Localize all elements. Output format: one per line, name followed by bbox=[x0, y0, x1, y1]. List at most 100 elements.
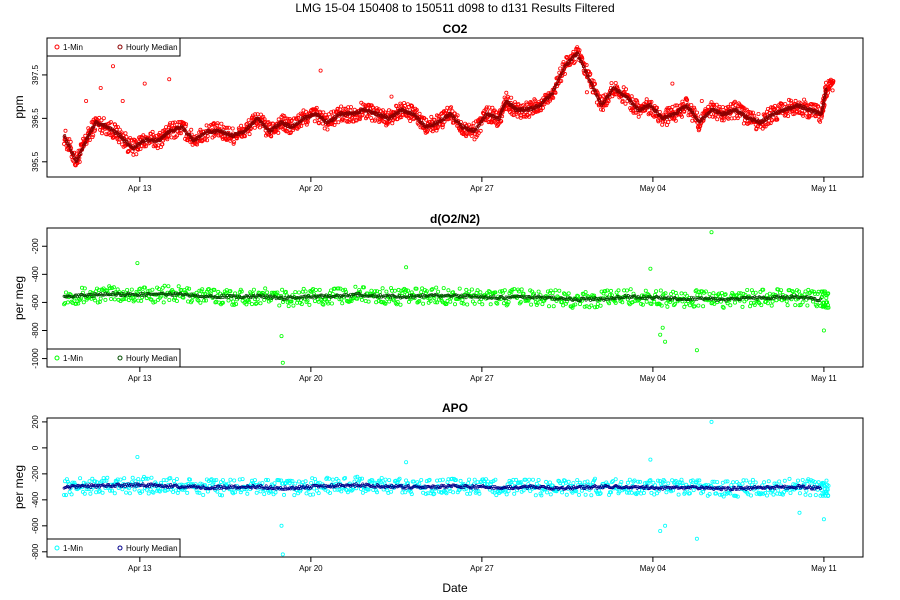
co2-1min-point bbox=[154, 133, 159, 138]
apo-1min-point bbox=[120, 487, 125, 492]
co2-1min-point bbox=[719, 118, 724, 123]
co2-1min-point bbox=[262, 117, 267, 122]
o2n2-1min-point bbox=[529, 302, 534, 307]
co2-hourly-median-point bbox=[560, 71, 564, 75]
co2-1min-outlier bbox=[142, 81, 147, 86]
o2n2-1min-point bbox=[578, 302, 583, 307]
co2-1min-point bbox=[424, 117, 429, 122]
co2-1min-point bbox=[689, 103, 694, 108]
o2n2-panel-title: d(O2/N2) bbox=[430, 212, 480, 226]
co2-1min-point bbox=[183, 124, 188, 129]
o2n2-1min-point bbox=[598, 303, 603, 308]
co2-1min-point bbox=[224, 125, 229, 130]
o2n2-1min-outlier bbox=[648, 266, 653, 271]
co2-1min-outlier bbox=[111, 64, 116, 69]
co2-hourly-median-point bbox=[257, 117, 261, 121]
apo-x-tick-label-2: Apr 27 bbox=[470, 564, 494, 573]
o2n2-1min-point bbox=[353, 284, 358, 289]
o2n2-1min-point bbox=[434, 285, 439, 290]
apo-1min-point bbox=[220, 478, 225, 483]
co2-1min-point bbox=[527, 114, 532, 119]
o2n2-1min-point bbox=[98, 296, 103, 301]
co2-1min-point bbox=[211, 121, 216, 126]
co2-1min-point bbox=[558, 66, 563, 71]
apo-1min-point bbox=[296, 479, 301, 484]
co2-1min-point bbox=[228, 138, 233, 143]
apo-1min-point bbox=[78, 476, 83, 481]
o2n2-hourly-median-point bbox=[552, 295, 556, 299]
co2-1min-point bbox=[414, 108, 419, 113]
apo-x-tick-label-4: May 11 bbox=[811, 564, 837, 573]
o2n2-hourly-median-point bbox=[355, 294, 359, 298]
co2-1min-point bbox=[773, 103, 778, 108]
co2-1min-point bbox=[160, 142, 165, 147]
co2-1min-point bbox=[117, 127, 122, 132]
apo-y-tick-label-0: -800 bbox=[31, 543, 40, 560]
co2-1min-point bbox=[114, 125, 119, 130]
o2n2-hourly-median-point bbox=[139, 291, 143, 295]
co2-1min-point bbox=[347, 119, 352, 124]
o2n2-1min-point bbox=[740, 304, 745, 309]
co2-1min-point bbox=[347, 118, 352, 123]
apo-1min-point bbox=[139, 480, 144, 485]
co2-1min-point bbox=[783, 102, 788, 107]
co2-legend: 1-Min Hourly Median bbox=[46, 37, 181, 57]
co2-y-tick-label-2: 397.5 bbox=[31, 64, 40, 85]
o2n2-1min-point bbox=[480, 302, 485, 307]
apo-1min-point bbox=[105, 475, 110, 480]
co2-1min-point bbox=[100, 128, 105, 133]
co2-1min-point bbox=[518, 115, 523, 120]
co2-1min-point bbox=[432, 117, 437, 122]
co2-1min-point bbox=[136, 147, 141, 152]
co2-1min-point bbox=[417, 111, 422, 116]
co2-1min-point bbox=[99, 118, 104, 123]
o2n2-1min-point bbox=[696, 303, 701, 308]
o2n2-1min-point bbox=[167, 297, 172, 302]
co2-1min-point bbox=[440, 125, 445, 130]
apo-1min-point bbox=[262, 492, 267, 497]
o2n2-1min-point bbox=[286, 304, 291, 309]
o2n2-1min-point bbox=[296, 290, 301, 295]
co2-1min-point bbox=[623, 101, 628, 106]
o2n2-1min-point bbox=[728, 303, 733, 308]
co2-1min-point bbox=[816, 104, 821, 109]
o2n2-1min-point bbox=[654, 289, 659, 294]
co2-hourly-median-series bbox=[62, 51, 828, 164]
co2-1min-point bbox=[831, 79, 836, 84]
co2-1min-point bbox=[360, 112, 365, 117]
co2-1min-point bbox=[378, 109, 383, 114]
co2-1min-point bbox=[172, 120, 177, 125]
co2-1min-point bbox=[786, 114, 791, 119]
co2-1min-point bbox=[624, 87, 629, 92]
o2n2-1min-point bbox=[340, 301, 345, 306]
co2-1min-point bbox=[665, 106, 670, 111]
co2-1min-point bbox=[367, 103, 372, 108]
o2n2-hourly-median-point bbox=[658, 295, 662, 299]
co2-x-axis: Apr 13 Apr 20 Apr 27 May 04 May 11 bbox=[128, 177, 837, 193]
co2-1min-point bbox=[242, 134, 247, 139]
co2-1min-point bbox=[116, 140, 121, 145]
apo-1min-point bbox=[87, 479, 92, 484]
co2-hourly-median-point bbox=[90, 129, 94, 133]
co2-1min-point bbox=[793, 98, 798, 103]
o2n2-1min-point bbox=[644, 299, 649, 304]
o2n2-1min-point bbox=[800, 300, 805, 305]
o2n2-1min-point bbox=[583, 290, 588, 295]
co2-1min-point bbox=[804, 111, 809, 116]
co2-1min-point bbox=[685, 98, 690, 103]
co2-1min-point bbox=[373, 117, 378, 122]
co2-1min-point bbox=[257, 125, 262, 130]
o2n2-1min-point bbox=[557, 288, 562, 293]
o2n2-1min-point bbox=[263, 286, 268, 291]
co2-1min-point bbox=[807, 113, 812, 118]
co2-1min-point bbox=[484, 105, 489, 110]
o2n2-1min-point bbox=[536, 289, 541, 294]
o2n2-1min-point bbox=[125, 287, 130, 292]
co2-1min-point bbox=[521, 103, 526, 108]
o2n2-1min-outlier bbox=[404, 265, 409, 270]
co2-y-tick-label-0: 395.5 bbox=[31, 151, 40, 172]
co2-1min-point bbox=[361, 102, 366, 107]
co2-1min-point bbox=[720, 105, 725, 110]
o2n2-y-tick-label-1: -800 bbox=[31, 322, 40, 339]
